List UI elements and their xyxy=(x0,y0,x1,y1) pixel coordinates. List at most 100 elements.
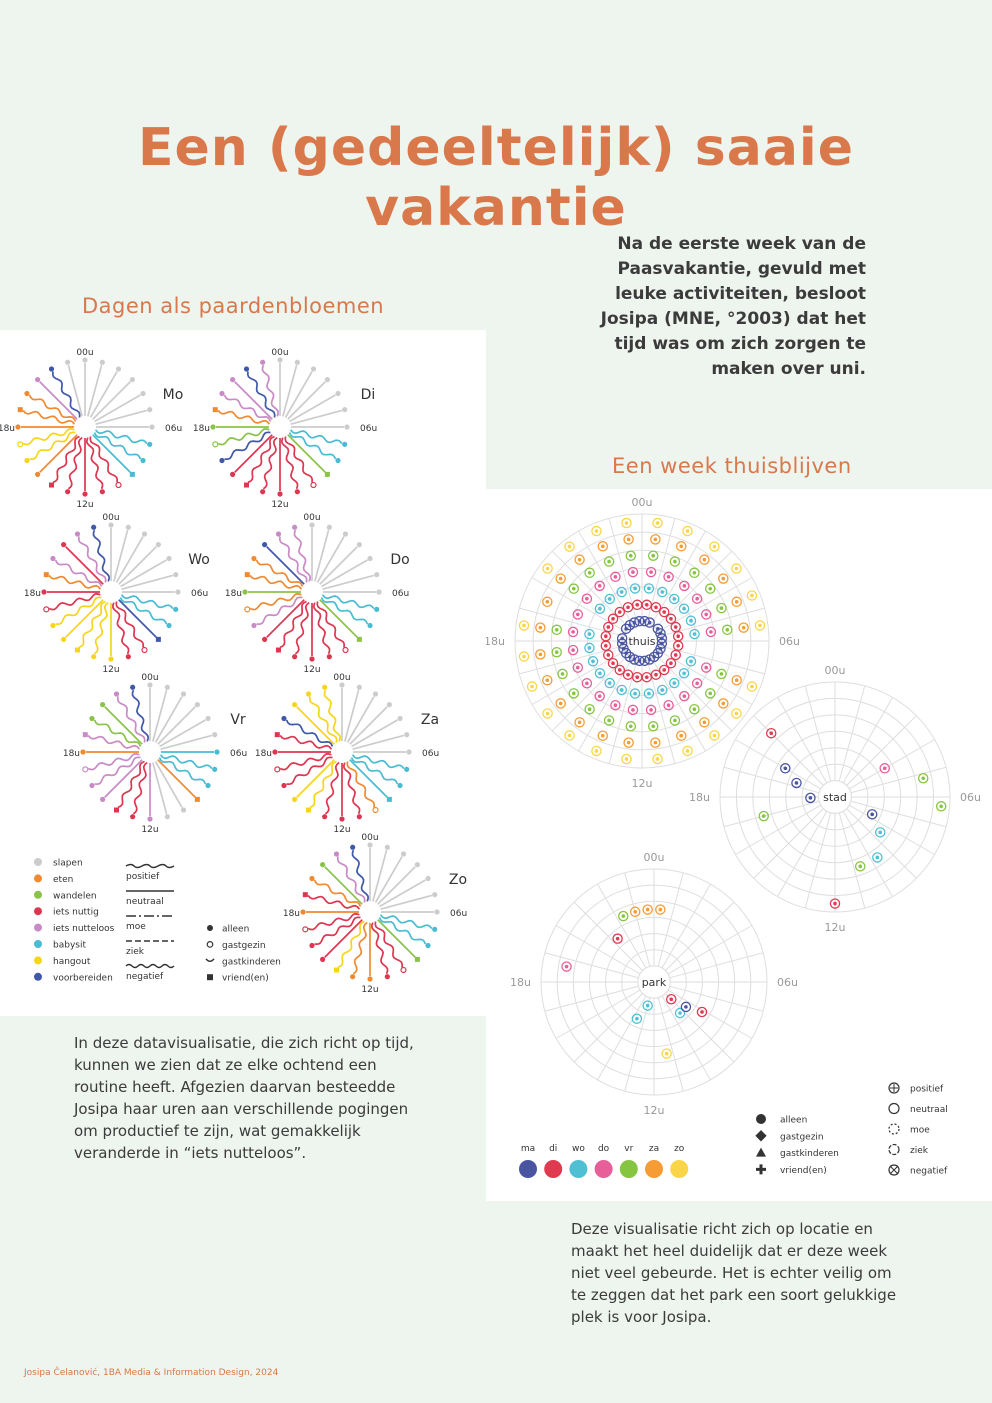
hour-spoke xyxy=(314,916,361,946)
grid-spoke xyxy=(597,995,647,1081)
event-marker-dot xyxy=(682,584,687,588)
event-marker-dot xyxy=(645,1003,650,1008)
hour-spoke xyxy=(324,919,363,958)
event-marker xyxy=(658,664,670,676)
hour-spoke xyxy=(67,436,83,490)
hour-spoke xyxy=(159,754,213,770)
day-label: Do xyxy=(390,552,409,568)
legend-company-label: gastgezin xyxy=(222,941,266,951)
hour-label-bottom: 12u xyxy=(76,500,93,510)
event-marker xyxy=(682,525,693,537)
event-marker-dot xyxy=(734,599,739,604)
place-label: park xyxy=(642,976,667,989)
legend-mood-line xyxy=(125,963,175,969)
event-marker-dot xyxy=(655,521,660,525)
event-marker-dot xyxy=(704,665,709,670)
hour-spoke xyxy=(48,593,101,611)
event-marker-dot xyxy=(758,623,762,628)
hour-spoke xyxy=(94,429,148,445)
event-marker xyxy=(689,703,700,715)
event-marker-dot xyxy=(598,671,602,676)
hour-label-bottom: 12u xyxy=(102,665,119,675)
event-marker-dot xyxy=(708,586,713,591)
event-marker-dot xyxy=(673,653,678,657)
grid-spoke xyxy=(669,952,764,979)
company-marker xyxy=(397,782,403,789)
event-marker xyxy=(594,690,605,702)
grid-spoke xyxy=(597,883,647,969)
company-marker xyxy=(404,766,410,772)
hour-label-left: 18u xyxy=(510,976,531,989)
legend-activity-label: iets nuttig xyxy=(53,908,99,918)
company-marker xyxy=(89,782,95,789)
event-marker xyxy=(557,668,568,680)
event-marker-dot xyxy=(651,724,656,729)
company-marker xyxy=(350,844,356,850)
hour-spoke xyxy=(217,409,271,425)
event-marker xyxy=(584,703,595,715)
company-marker xyxy=(212,766,218,772)
event-marker-dot xyxy=(692,707,697,712)
hour-spoke xyxy=(22,428,75,446)
company-marker xyxy=(432,926,438,932)
hour-spoke xyxy=(152,689,168,742)
legend-mood-cross xyxy=(889,1165,899,1175)
hour-spoke xyxy=(336,856,366,903)
event-marker xyxy=(623,534,634,545)
company-marker xyxy=(324,377,330,383)
hour-spoke xyxy=(159,719,206,748)
event-marker-dot xyxy=(662,668,667,672)
location-caption: Deze visualisatie richt zich op locatie … xyxy=(571,1220,897,1326)
hour-spoke xyxy=(94,756,141,786)
event-marker-dot xyxy=(587,707,592,712)
hour-spoke xyxy=(131,689,149,742)
event-marker xyxy=(675,541,687,552)
location-panel: thuis 00u 06u 12u 18u stad 00u 06u 12u 18u park 00u… xyxy=(484,489,992,1201)
event-marker xyxy=(542,563,553,574)
hour-spoke xyxy=(28,394,77,422)
legend-day-swatch xyxy=(569,1160,588,1178)
legend-mood-label: positief xyxy=(910,1085,944,1095)
company-marker xyxy=(425,942,431,949)
event-marker xyxy=(551,646,562,658)
hour-spoke xyxy=(255,559,304,587)
company-marker xyxy=(147,816,153,822)
event-marker-dot xyxy=(594,749,599,753)
event-marker-dot xyxy=(587,570,592,575)
event-marker-dot xyxy=(598,606,602,611)
company-marker xyxy=(367,622,373,629)
hour-spoke xyxy=(294,601,310,655)
hour-spoke xyxy=(343,762,361,815)
company-marker xyxy=(333,851,340,857)
event-marker xyxy=(555,573,566,584)
event-marker xyxy=(669,677,680,689)
hour-spoke xyxy=(313,602,331,655)
hour-spoke xyxy=(157,706,196,745)
event-marker-dot xyxy=(615,936,620,941)
company-marker xyxy=(43,572,49,578)
legend-company-marker xyxy=(756,1147,766,1157)
hour-spoke xyxy=(282,364,298,417)
hour-spoke xyxy=(92,381,131,420)
hour-spoke xyxy=(324,866,363,905)
company-marker xyxy=(91,654,97,660)
event-marker-dot xyxy=(708,691,713,696)
legend-company-label: vriend(en) xyxy=(780,1166,827,1176)
day-label: Mo xyxy=(163,387,184,403)
legend-mood-marker xyxy=(888,1143,900,1156)
hour-label-top: 00u xyxy=(632,496,653,509)
event-marker-dot xyxy=(870,812,874,817)
company-marker xyxy=(244,572,250,578)
hour-label-right: 06u xyxy=(230,749,247,759)
event-marker xyxy=(829,898,841,909)
hour-label-left: 18u xyxy=(0,424,15,434)
company-marker xyxy=(205,782,211,789)
hour-spoke xyxy=(307,894,361,910)
hour-label-right: 06u xyxy=(191,589,208,599)
event-marker-dot xyxy=(597,694,602,698)
grid-spoke xyxy=(657,997,684,1092)
hour-spoke xyxy=(319,546,358,585)
event-marker-dot xyxy=(725,627,730,632)
dandelion-day-do: Do 00u 06u 12u 18u xyxy=(225,513,410,675)
hour-spoke xyxy=(93,601,109,655)
